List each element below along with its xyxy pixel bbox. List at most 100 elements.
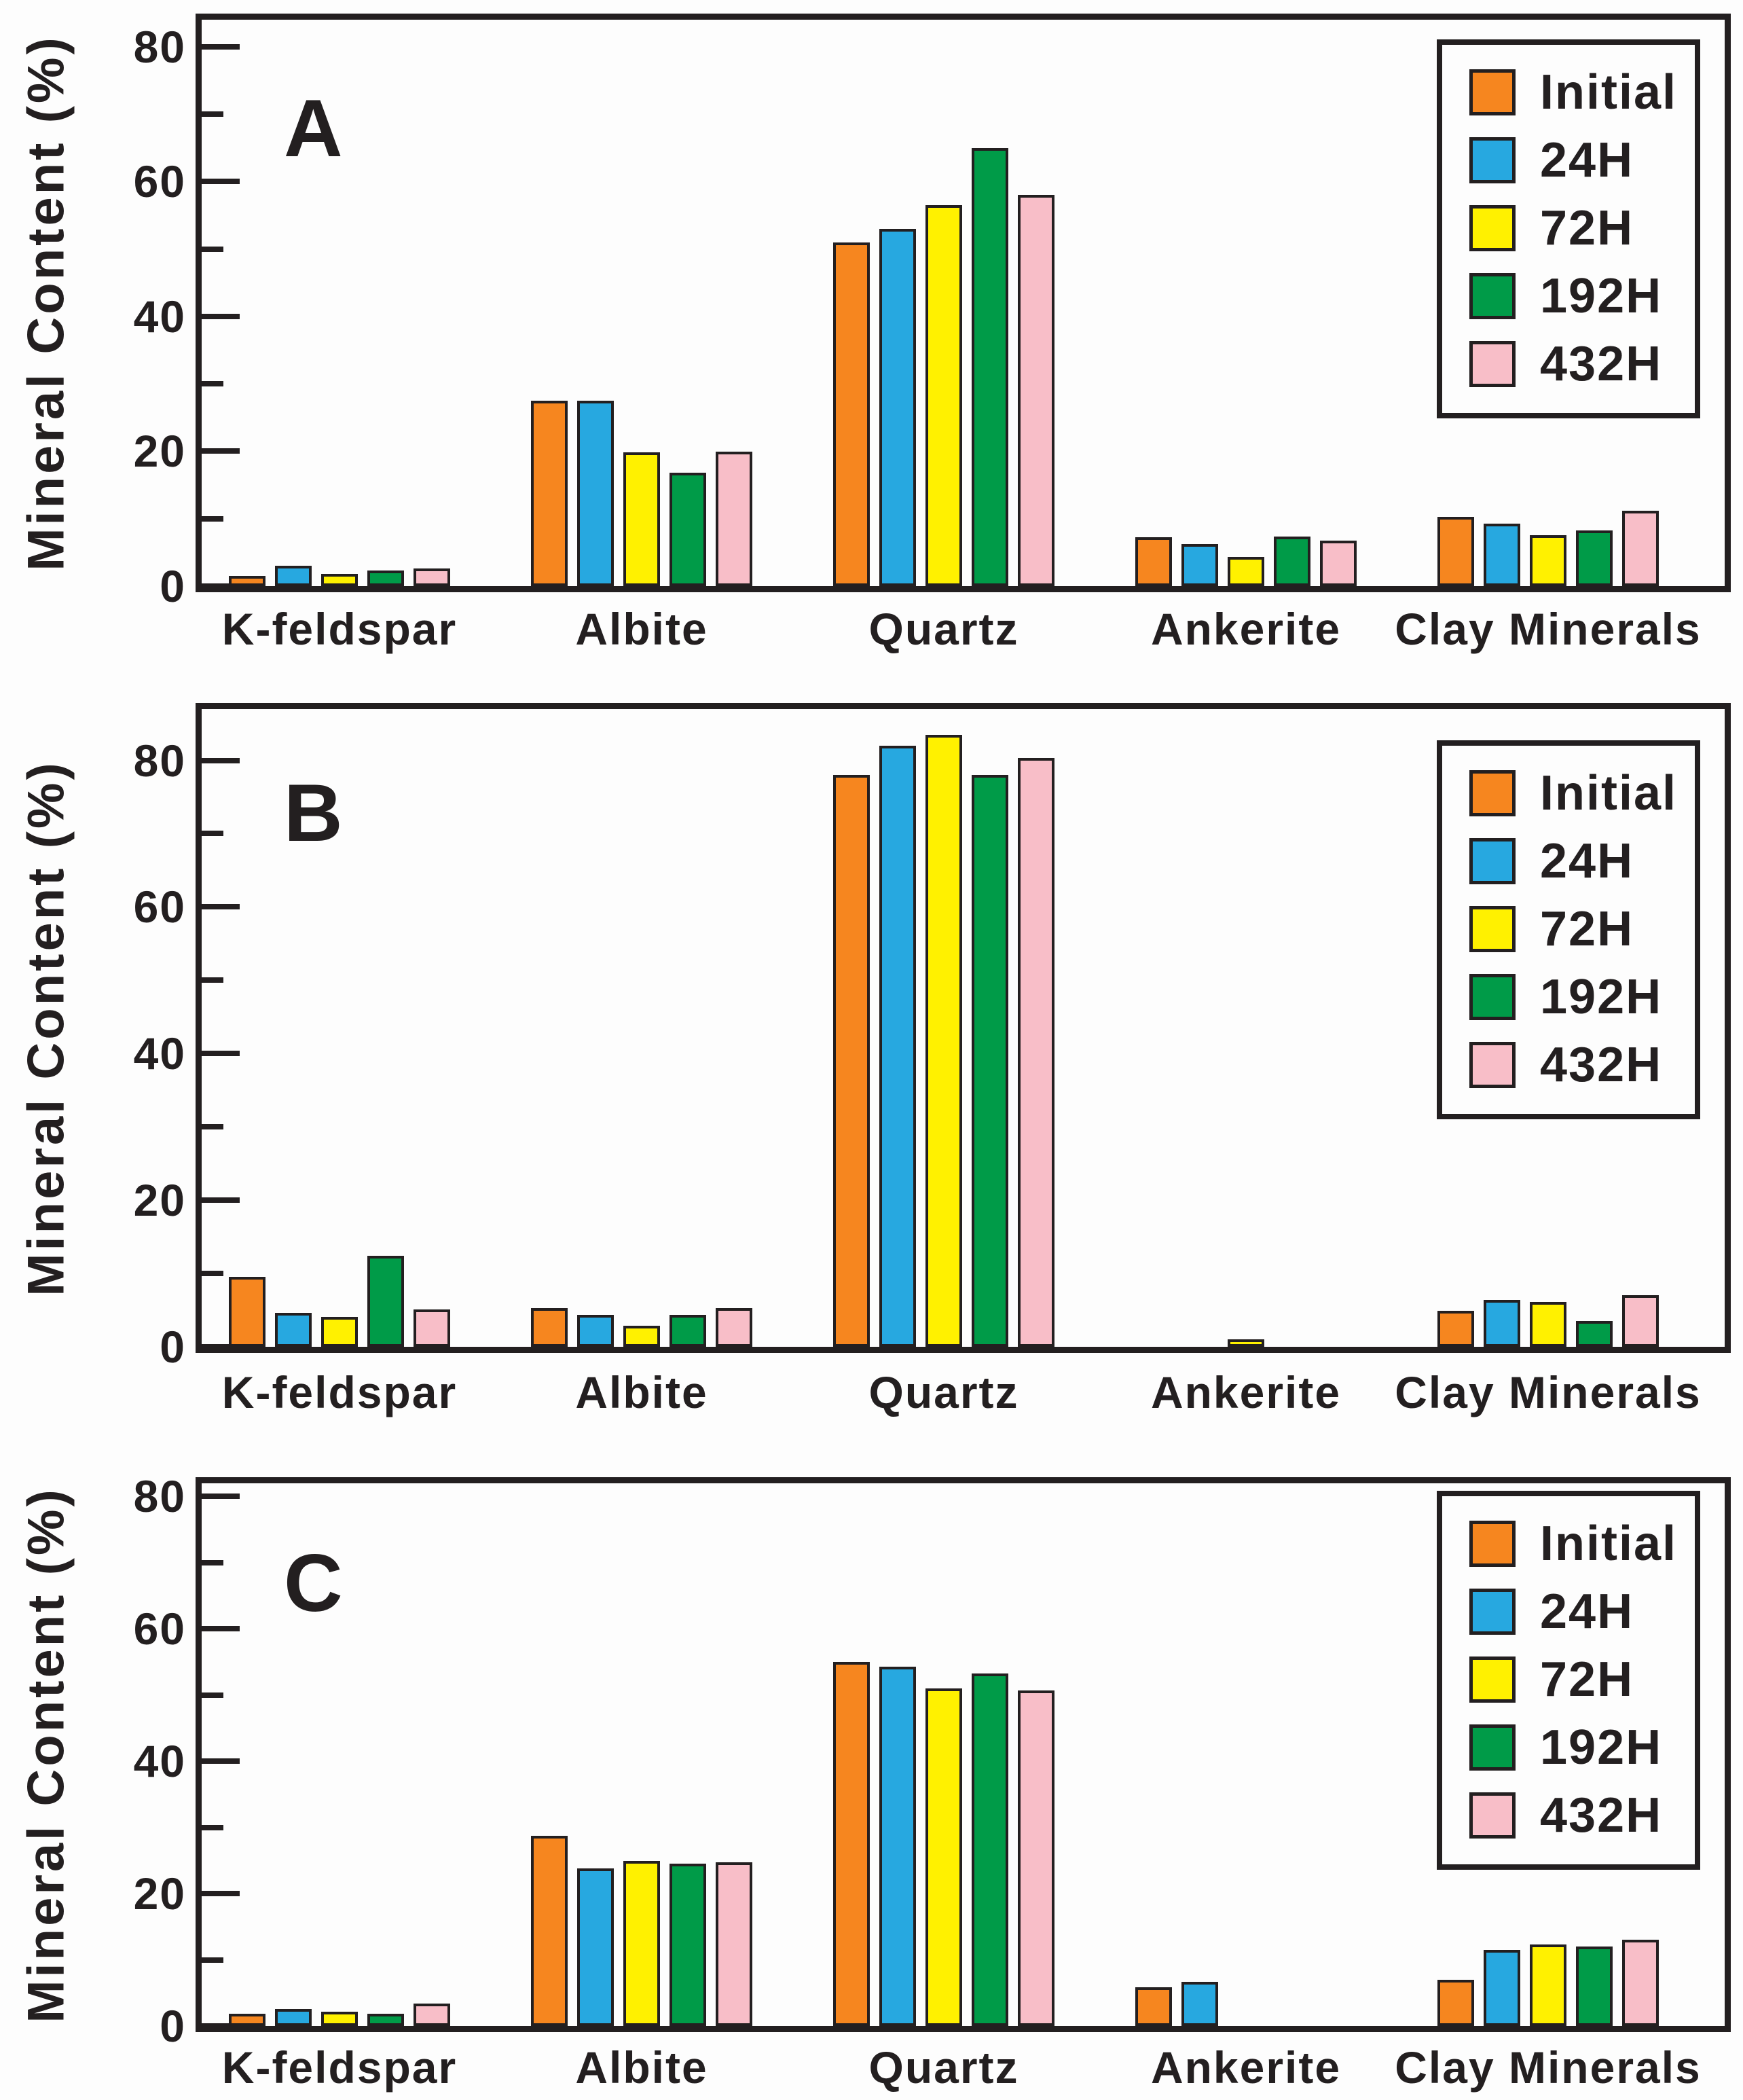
panel-a-y-tick-minor: [202, 515, 223, 522]
panel-b-category-label-k-feldspar: K-feldspar: [221, 1367, 458, 1417]
legend-swatch-icon-72h: [1469, 906, 1516, 952]
bar-24h-k-feldspar: [275, 1313, 312, 1347]
legend-swatch-icon-192h: [1469, 974, 1516, 1020]
bar-initial-clay-minerals: [1437, 1311, 1474, 1347]
panel-c-category-label-k-feldspar: K-feldspar: [221, 2042, 458, 2093]
panel-a-y-tick-major: [202, 448, 240, 454]
bar-initial-quartz: [833, 775, 870, 1347]
panel-b-category-label-albite: Albite: [575, 1367, 708, 1417]
panel-a-category-label-quartz: Quartz: [868, 604, 1019, 654]
panel-c-legend-box: Initial 24H 72H 192H 432H: [1437, 1491, 1700, 1870]
bar-432h-clay-minerals: [1622, 1940, 1659, 2026]
bar-192h-clay-minerals: [1576, 1947, 1613, 2026]
panel-c-y-tick-label: 60: [133, 1604, 186, 1654]
panel-c-legend-item-192h: 192H: [1469, 1723, 1688, 1772]
legend-swatch-icon-432h: [1469, 1792, 1516, 1839]
panel-a-y-tick-major: [202, 179, 240, 185]
panel-b-y-tick-major: [202, 904, 240, 910]
bar-initial-albite: [531, 400, 568, 586]
panel-c-legend-item-initial: Initial: [1469, 1519, 1688, 1568]
bar-192h-albite: [669, 473, 706, 586]
panel-b-y-tick-minor: [202, 977, 223, 983]
panel-a-legend-item-initial: Initial: [1469, 68, 1688, 117]
bar-192h-k-feldspar: [367, 1256, 404, 1347]
panel-c-y-tick-major: [202, 2023, 240, 2029]
panel-a-y-tick-minor: [202, 111, 223, 117]
panel-c-category-label-ankerite: Ankerite: [1150, 2042, 1342, 2093]
panel-c-y-tick-minor: [202, 1824, 223, 1830]
bar-initial-k-feldspar: [229, 576, 265, 586]
panel-b-y-tick-major: [202, 1051, 240, 1057]
panel-c-legend-label: 72H: [1540, 1652, 1634, 1707]
bar-192h-clay-minerals: [1576, 1321, 1613, 1347]
panel-a-y-tick-major: [202, 43, 240, 50]
panel-c-y-tick-minor: [202, 1957, 223, 1963]
legend-swatch-icon-192h: [1469, 273, 1516, 319]
bar-24h-k-feldspar: [275, 2008, 312, 2026]
panel-c-legend-label: 432H: [1540, 1788, 1663, 1843]
panel-a-legend-box: Initial 24H 72H 192H 432H: [1437, 39, 1700, 418]
panel-b-y-axis-label: Mineral Content (%): [17, 759, 75, 1297]
panel-b-y-tick-minor: [202, 1124, 223, 1130]
bar-72h-albite: [623, 452, 660, 586]
panel-a-legend-item-432h: 432H: [1469, 340, 1688, 388]
bar-72h-k-feldspar: [321, 1316, 358, 1347]
bar-432h-albite: [716, 452, 752, 586]
panel-a-category-label-albite: Albite: [575, 604, 708, 654]
panel-b-letter: B: [284, 767, 344, 858]
panel-a-legend-label: 432H: [1540, 337, 1663, 391]
panel-c-y-tick-minor: [202, 1692, 223, 1698]
panel-b-legend-label: Initial: [1540, 766, 1678, 820]
bar-432h-quartz: [1018, 195, 1054, 586]
bar-24h-clay-minerals: [1484, 1949, 1520, 2026]
panel-a-legend-label: 192H: [1540, 269, 1663, 323]
bar-72h-quartz: [925, 1688, 962, 2026]
panel-c-y-tick-major: [202, 1626, 240, 1632]
bar-192h-quartz: [972, 775, 1008, 1347]
panel-b-legend-label: 72H: [1540, 902, 1634, 956]
legend-swatch-icon-432h: [1469, 1042, 1516, 1088]
panel-b-y-tick-label: 0: [160, 1322, 186, 1372]
panel-a-legend-item-72h: 72H: [1469, 204, 1688, 253]
panel-c-legend-item-24h: 24H: [1469, 1587, 1688, 1636]
panel-c-y-tick-major: [202, 1891, 240, 1897]
bar-initial-albite: [531, 1307, 568, 1347]
panel-c-legend-item-72h: 72H: [1469, 1655, 1688, 1704]
panel-a-y-tick-minor: [202, 246, 223, 252]
panel-b-legend-label: 432H: [1540, 1038, 1663, 1092]
legend-swatch-icon-initial: [1469, 69, 1516, 115]
panel-a-plot-frame: [196, 14, 1731, 592]
bar-72h-quartz: [925, 734, 962, 1347]
panel-a-letter: A: [284, 83, 344, 174]
panel-c-legend-item-432h: 432H: [1469, 1791, 1688, 1840]
panel-b-category-label-quartz: Quartz: [868, 1367, 1019, 1417]
panel-b-y-tick-major: [202, 1344, 240, 1350]
panel-b-category-label-clay-minerals: Clay Minerals: [1395, 1367, 1702, 1417]
bar-24h-ankerite: [1181, 544, 1218, 586]
bar-initial-ankerite: [1135, 1987, 1172, 2026]
bar-24h-clay-minerals: [1484, 1299, 1520, 1347]
bar-72h-clay-minerals: [1530, 1302, 1566, 1347]
panel-c-category-label-quartz: Quartz: [868, 2042, 1019, 2093]
bar-432h-clay-minerals: [1622, 510, 1659, 586]
bar-initial-quartz: [833, 1662, 870, 2026]
panel-a-y-tick-major: [202, 313, 240, 319]
panel-b-legend-label: 192H: [1540, 970, 1663, 1024]
panel-b-legend-item-24h: 24H: [1469, 837, 1688, 886]
panel-c-letter: C: [284, 1538, 344, 1629]
legend-swatch-icon-initial: [1469, 1521, 1516, 1567]
panel-a-y-tick-label: 0: [160, 561, 186, 611]
legend-swatch-icon-24h: [1469, 1589, 1516, 1635]
panel-c-y-tick-label: 80: [133, 1471, 186, 1522]
panel-a-legend-label: Initial: [1540, 65, 1678, 120]
bar-432h-albite: [716, 1862, 752, 2026]
bar-432h-albite: [716, 1307, 752, 1347]
panel-a-y-tick-minor: [202, 381, 223, 387]
panel-a-y-tick-label: 80: [133, 21, 186, 72]
panel-c-y-tick-label: 20: [133, 1868, 186, 1919]
bar-24h-albite: [577, 1868, 614, 2026]
panel-c-y-tick-label: 0: [160, 2001, 186, 2051]
panel-b-legend-item-432h: 432H: [1469, 1040, 1688, 1089]
bar-initial-clay-minerals: [1437, 516, 1474, 586]
panel-a-y-tick-label: 60: [133, 156, 186, 207]
